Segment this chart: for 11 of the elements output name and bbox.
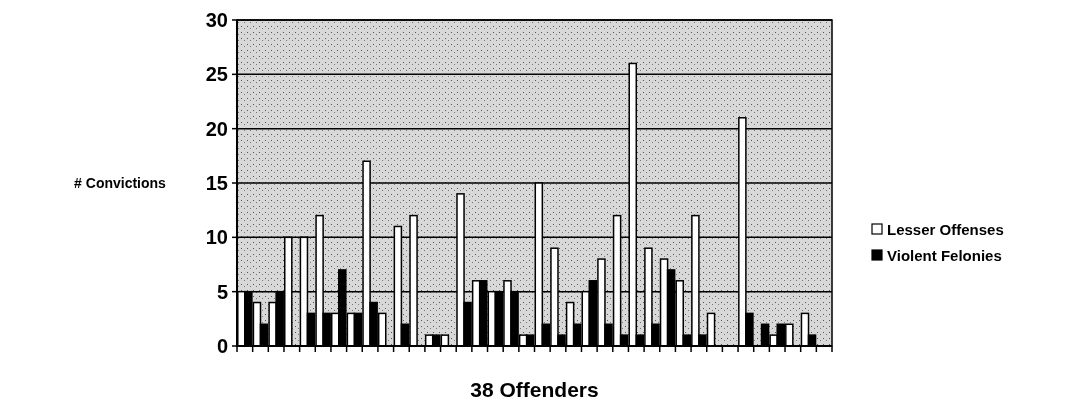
y-tick-label: 30 [205,9,228,31]
legend-label: Violent Felonies [887,247,1002,265]
y-tick-label: 0 [216,335,228,357]
y-tick-label: 20 [205,117,228,140]
y-tick-label: 10 [205,226,228,249]
y-tick-label: 5 [216,280,228,303]
x-axis-title: 38 Offenders [470,378,599,401]
legend-label: Lesser Offenses [887,221,1004,239]
y-tick-label: 25 [205,63,228,86]
y-axis-title: # Convictions [74,174,167,191]
y-tick-label: 15 [205,172,228,194]
